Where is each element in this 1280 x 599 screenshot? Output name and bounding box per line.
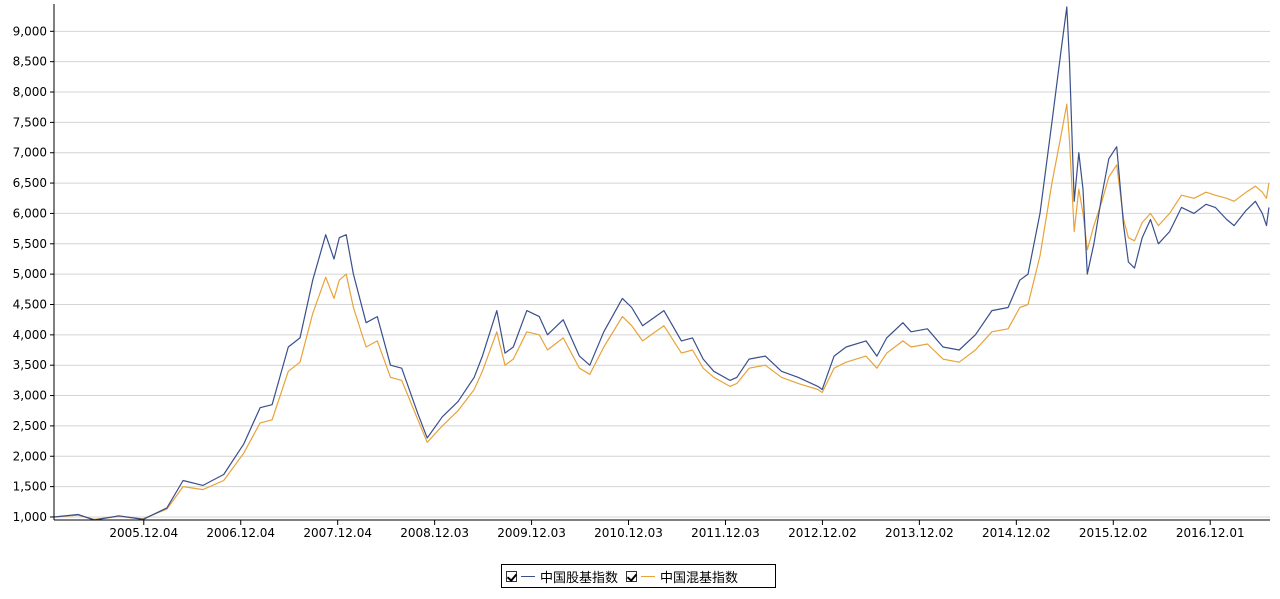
y-tick-label: 6,000 bbox=[13, 206, 47, 220]
x-tick-label: 2008.12.03 bbox=[400, 526, 469, 540]
y-tick-label: 7,000 bbox=[13, 146, 47, 160]
y-tick-label: 2,000 bbox=[13, 449, 47, 463]
x-tick-label: 2015.12.02 bbox=[1079, 526, 1148, 540]
y-tick-label: 3,000 bbox=[13, 389, 47, 403]
x-tick-label: 2013.12.02 bbox=[885, 526, 954, 540]
x-tick-label: 2005.12.04 bbox=[109, 526, 178, 540]
x-tick-label: 2016.12.01 bbox=[1176, 526, 1245, 540]
y-tick-label: 1,000 bbox=[13, 510, 47, 524]
checkbox-icon[interactable] bbox=[506, 570, 517, 582]
x-tick-label: 2006.12.04 bbox=[206, 526, 275, 540]
x-tick-label: 2007.12.04 bbox=[303, 526, 372, 540]
x-axis-ticks: 2005.12.04 2006.12.04 2007.12.04 2008.12.03… bbox=[109, 520, 1245, 540]
y-tick-label: 5,000 bbox=[13, 267, 47, 281]
legend: 中国股基指数 中国混基指数 bbox=[501, 564, 776, 588]
legend-item-stock-fund[interactable]: 中国股基指数 bbox=[506, 567, 618, 586]
legend-label: 中国混基指数 bbox=[660, 570, 739, 586]
x-tick-label: 2010.12.03 bbox=[594, 526, 663, 540]
y-tick-label: 5,500 bbox=[13, 237, 47, 251]
gridlines bbox=[54, 30, 1270, 518]
y-tick-label: 9,000 bbox=[13, 24, 47, 38]
y-tick-label: 8,500 bbox=[13, 55, 47, 69]
y-tick-label: 3,500 bbox=[13, 358, 47, 372]
y-tick-label: 4,500 bbox=[13, 297, 47, 311]
series-swatch bbox=[641, 575, 656, 577]
series-line-mixed-fund bbox=[53, 103, 1270, 520]
series-swatch bbox=[521, 575, 535, 577]
y-tick-label: 1,500 bbox=[13, 480, 47, 494]
y-axis-ticks: 1,000 1,500 2,000 2,500 3,000 3,500 4,000 4,500… bbox=[13, 24, 54, 524]
y-tick-label: 2,500 bbox=[13, 419, 47, 433]
legend-label: 中国股基指数 bbox=[540, 570, 619, 586]
y-tick-label: 6,500 bbox=[13, 176, 47, 190]
x-tick-label: 2012.12.02 bbox=[788, 526, 857, 540]
x-tick-label: 2014.12.02 bbox=[982, 526, 1051, 540]
y-tick-label: 4,000 bbox=[13, 328, 47, 342]
series-line-stock-fund bbox=[53, 6, 1270, 521]
checkbox-icon[interactable] bbox=[626, 570, 638, 582]
x-tick-label: 2011.12.03 bbox=[691, 526, 760, 540]
y-tick-label: 8,000 bbox=[13, 85, 47, 99]
x-tick-label: 2009.12.03 bbox=[497, 526, 566, 540]
y-tick-label: 7,500 bbox=[13, 115, 47, 129]
series-lines bbox=[53, 6, 1270, 521]
legend-item-mixed-fund[interactable]: 中国混基指数 bbox=[626, 567, 738, 586]
